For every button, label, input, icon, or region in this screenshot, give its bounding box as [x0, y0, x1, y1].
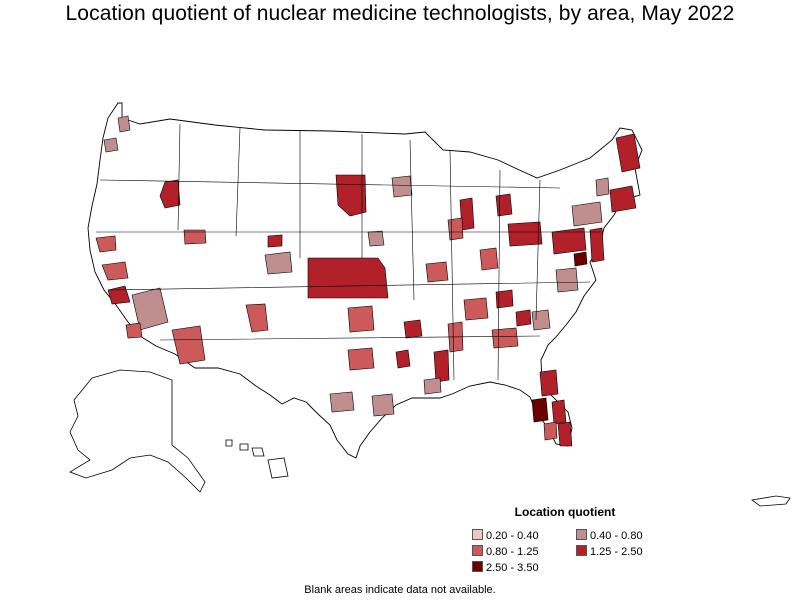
area-sf-bay: [95, 235, 117, 253]
area-vermont: [595, 177, 610, 197]
area-tennessee: [463, 297, 489, 321]
area-pennsylvania: [551, 227, 587, 255]
area-polygons: [95, 115, 641, 447]
legend-swatch-1: [472, 529, 483, 540]
area-jacksonville: [539, 369, 559, 397]
legend-item-5: 2.50 - 3.50: [472, 561, 539, 574]
area-washington: [117, 115, 131, 133]
hawaii-islands: [225, 439, 289, 479]
alaska-outline: [69, 369, 206, 493]
area-oklahoma: [347, 305, 375, 333]
area-colorado: [264, 251, 293, 275]
legend-swatch-2: [576, 529, 587, 540]
area-phoenix: [131, 287, 169, 331]
area-shreveport: [395, 349, 411, 369]
legend-item-2: 0.40 - 0.80: [576, 529, 643, 542]
area-virginia: [555, 267, 579, 293]
area-tampa: [531, 397, 549, 423]
area-oregon: [103, 137, 119, 153]
area-houston: [371, 393, 395, 417]
area-indiana: [479, 247, 499, 271]
area-los-angeles: [107, 285, 131, 305]
area-jackson: [433, 349, 450, 383]
area-fort-myers: [543, 421, 558, 441]
area-tucson: [171, 325, 206, 365]
area-kansas: [307, 257, 389, 299]
area-albuquerque: [245, 303, 269, 333]
puerto-rico-outline: [751, 495, 791, 507]
area-georgia: [491, 327, 519, 349]
area-central-ca: [101, 261, 129, 281]
area-iowa: [391, 175, 413, 198]
area-dallas: [347, 347, 375, 371]
area-austin: [329, 391, 355, 413]
area-miami: [557, 421, 573, 447]
area-michigan: [495, 193, 513, 217]
area-yuma: [125, 322, 143, 339]
legend-swatch-4: [576, 545, 587, 556]
area-missouri: [425, 261, 449, 283]
area-tulsa: [403, 319, 423, 339]
area-utah: [183, 229, 207, 245]
area-west-palm: [551, 399, 567, 425]
area-charlotte: [515, 309, 532, 327]
area-louisiana: [423, 377, 442, 395]
area-south-dakota: [335, 174, 367, 217]
area-new-jersey: [589, 227, 605, 263]
area-omaha: [367, 230, 385, 247]
area-new-england: [609, 185, 637, 213]
legend-item-4: 1.25 - 2.50: [576, 545, 643, 558]
state-borders: [96, 123, 600, 381]
legend-item-3: 0.80 - 1.25: [472, 545, 539, 558]
legend-title: Location quotient: [514, 505, 616, 519]
legend-item-1: 0.20 - 0.40: [472, 529, 539, 542]
legend-swatch-3: [472, 545, 483, 556]
area-carolina: [531, 309, 551, 331]
legend-swatch-5: [472, 561, 483, 572]
area-cheyenne: [267, 234, 283, 248]
area-idaho: [159, 179, 181, 209]
area-new-york: [571, 201, 603, 227]
area-maryland: [573, 251, 588, 267]
area-kentucky: [495, 289, 514, 309]
map-title: Location quotient of nuclear medicine te…: [65, 2, 735, 25]
area-ohio: [507, 221, 543, 247]
area-maine: [615, 133, 641, 173]
area-chicago: [447, 217, 464, 241]
footnote: Blank areas indicate data not available.: [304, 584, 496, 596]
